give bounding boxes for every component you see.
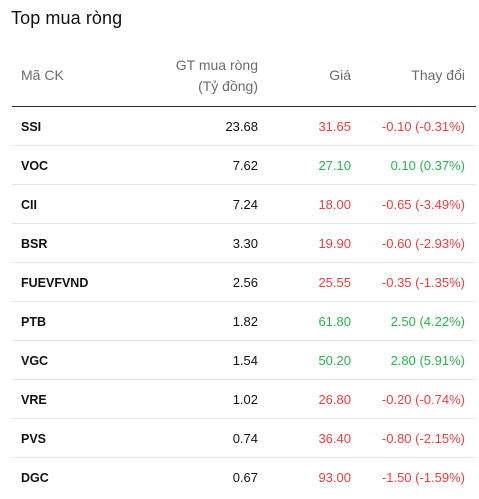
table-row[interactable]: PTB 1.82 61.80 2.50 (4.22%) <box>12 302 476 341</box>
table-row[interactable]: PVS 0.74 36.40 -0.80 (-2.15%) <box>12 419 476 458</box>
column-header-net-buy-value-unit: (Tỷ đồng) <box>198 78 258 94</box>
row-price: 18.00 <box>318 197 351 212</box>
row-price: 25.55 <box>318 275 351 290</box>
row-net-buy-value: 1.54 <box>232 353 258 368</box>
column-header-change[interactable]: Thay đổi <box>411 67 465 83</box>
row-change: -0.60 (-2.93%) <box>381 236 465 251</box>
row-net-buy-value: 0.74 <box>232 431 258 446</box>
row-symbol[interactable]: DGC <box>21 471 49 485</box>
table-row[interactable]: BSR 3.30 19.90 -0.60 (-2.93%) <box>12 224 476 263</box>
column-header-net-buy-value-line1: GT mua ròng <box>175 57 258 73</box>
row-change: -0.20 (-0.74%) <box>381 392 465 407</box>
row-symbol[interactable]: VOC <box>21 159 49 173</box>
row-price: 19.90 <box>318 236 351 251</box>
row-symbol[interactable]: FUEVFVND <box>21 276 89 290</box>
row-symbol[interactable]: PTB <box>21 315 46 329</box>
row-change: 0.10 (0.37%) <box>390 158 465 173</box>
row-net-buy-value: 23.68 <box>225 119 258 134</box>
row-net-buy-value: 3.30 <box>232 236 258 251</box>
row-change: -0.65 (-3.49%) <box>381 197 465 212</box>
row-change: 2.50 (4.22%) <box>390 314 465 329</box>
table-row[interactable]: SSI 23.68 31.65 -0.10 (-0.31%) <box>12 107 476 146</box>
row-symbol[interactable]: SSI <box>21 120 42 134</box>
table-row[interactable]: VGC 1.54 50.20 2.80 (5.91%) <box>12 341 476 380</box>
row-price: 26.80 <box>318 392 351 407</box>
column-header-symbol[interactable]: Mã CK <box>21 67 64 83</box>
table-header: Mã CK GT mua ròng (Tỷ đồng) Giá Thay đổi <box>12 52 476 107</box>
row-net-buy-value: 7.62 <box>232 158 258 173</box>
row-net-buy-value: 7.24 <box>232 197 258 212</box>
panel-title: Top mua ròng <box>11 8 123 28</box>
table-body: SSI 23.68 31.65 -0.10 (-0.31%) VOC 7.62 … <box>12 107 476 496</box>
row-symbol[interactable]: CII <box>21 198 37 212</box>
row-symbol[interactable]: VGC <box>21 354 49 368</box>
table-row[interactable]: VRE 1.02 26.80 -0.20 (-0.74%) <box>12 380 476 419</box>
row-net-buy-value: 0.67 <box>232 470 258 485</box>
row-change: -0.80 (-2.15%) <box>381 431 465 446</box>
table-row[interactable]: VOC 7.62 27.10 0.10 (0.37%) <box>12 146 476 185</box>
row-net-buy-value: 1.02 <box>232 392 258 407</box>
column-header-net-buy-value[interactable]: GT mua ròng (Tỷ đồng) <box>176 55 258 97</box>
row-price: 27.10 <box>318 158 351 173</box>
row-change: -1.50 (-1.59%) <box>381 470 465 485</box>
row-price: 50.20 <box>318 353 351 368</box>
row-change: -0.35 (-1.35%) <box>381 275 465 290</box>
row-symbol[interactable]: PVS <box>21 432 47 446</box>
row-symbol[interactable]: VRE <box>21 393 47 407</box>
row-change: -0.10 (-0.31%) <box>381 119 465 134</box>
row-net-buy-value: 1.82 <box>232 314 258 329</box>
table-row[interactable]: DGC 0.67 93.00 -1.50 (-1.59%) <box>12 458 476 496</box>
row-price: 36.40 <box>318 431 351 446</box>
row-price: 93.00 <box>318 470 351 485</box>
row-symbol[interactable]: BSR <box>21 237 48 251</box>
row-price: 61.80 <box>318 314 351 329</box>
table-row[interactable]: FUEVFVND 2.56 25.55 -0.35 (-1.35%) <box>12 263 476 302</box>
table-row[interactable]: CII 7.24 18.00 -0.65 (-3.49%) <box>12 185 476 224</box>
row-change: 2.80 (5.91%) <box>390 353 465 368</box>
row-price: 31.65 <box>318 119 351 134</box>
column-header-price[interactable]: Giá <box>329 67 351 83</box>
row-net-buy-value: 2.56 <box>232 275 258 290</box>
